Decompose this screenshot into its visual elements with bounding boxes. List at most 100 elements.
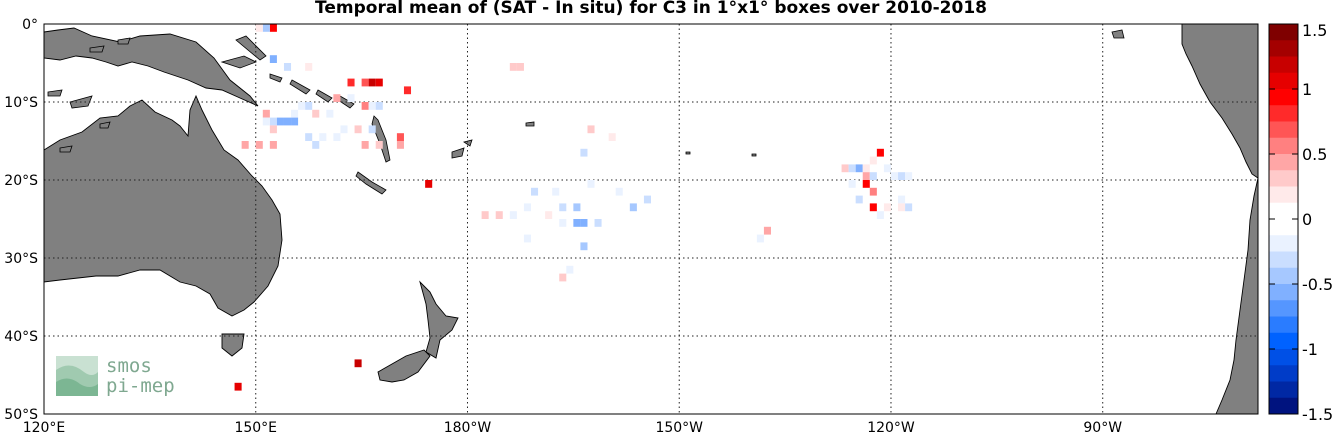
solomon-1 xyxy=(269,73,283,83)
data-cell xyxy=(262,109,270,118)
data-cell xyxy=(905,172,913,180)
data-cell xyxy=(269,117,277,126)
nz-south xyxy=(377,349,431,383)
colorbar-segment xyxy=(1269,349,1298,366)
island-e xyxy=(89,45,105,53)
data-cell xyxy=(262,24,270,32)
fiji xyxy=(451,147,465,159)
data-cell xyxy=(573,219,581,227)
data-cell xyxy=(241,141,249,149)
data-cell xyxy=(898,195,906,204)
data-cell xyxy=(234,382,242,391)
logo-text-pimep: pi-mep xyxy=(106,375,175,397)
colorbar-labels: 1.5 1 0.5 0 -0.5 -1 -1.5 xyxy=(1269,21,1333,424)
lat-tick-label: 30°S xyxy=(4,251,38,267)
colorbar-tick-label: 0.5 xyxy=(1302,145,1327,164)
data-cell xyxy=(587,125,595,134)
data-cell xyxy=(559,273,567,282)
data-cell xyxy=(403,86,412,95)
lat-tick-label: 10°S xyxy=(4,95,38,111)
data-cell xyxy=(841,164,849,173)
data-cell xyxy=(876,148,884,157)
data-cell xyxy=(276,117,284,126)
data-cell xyxy=(523,234,532,243)
colorbar-segment xyxy=(1269,56,1298,74)
colorbar-segment xyxy=(1269,202,1298,220)
lon-tick-label: 180°W xyxy=(444,420,492,436)
fiji-2 xyxy=(463,139,473,147)
data-cell xyxy=(552,187,560,196)
data-cell xyxy=(368,78,376,87)
galapagos xyxy=(1111,29,1125,39)
data-cell xyxy=(848,180,856,188)
data-cell xyxy=(495,211,503,219)
data-cell xyxy=(523,203,532,212)
data-cell xyxy=(855,195,863,204)
map-frame xyxy=(43,23,1259,415)
data-cell xyxy=(580,148,588,157)
lon-tick-label: 150°E xyxy=(234,420,277,436)
data-cell xyxy=(531,187,539,196)
solomon-2 xyxy=(289,79,311,95)
data-cell xyxy=(883,164,891,173)
data-cell xyxy=(869,203,877,212)
data-cell xyxy=(298,102,306,110)
new-britain xyxy=(220,55,257,69)
data-cell xyxy=(898,203,906,212)
data-cell xyxy=(347,94,355,102)
colorbar-segment xyxy=(1269,300,1298,317)
island-a xyxy=(47,89,63,97)
data-cell xyxy=(368,125,376,134)
data-cell xyxy=(509,211,517,219)
data-cell xyxy=(756,234,764,243)
data-cell xyxy=(615,187,623,196)
data-cell xyxy=(862,172,870,180)
data-cell xyxy=(312,109,320,118)
data-cell xyxy=(876,211,884,219)
colorbar-segment xyxy=(1269,381,1298,399)
data-cell xyxy=(573,203,581,212)
data-cell xyxy=(255,24,263,32)
pacific-isle-2 xyxy=(685,151,691,155)
data-cell xyxy=(855,164,863,173)
data-cell xyxy=(354,125,362,134)
data-cells xyxy=(234,24,913,391)
data-cell xyxy=(340,125,348,134)
data-cell xyxy=(312,141,320,149)
data-cell xyxy=(629,203,637,212)
colorbar-segment xyxy=(1269,332,1298,350)
data-cell xyxy=(333,94,341,102)
data-cell xyxy=(319,133,327,141)
data-cell xyxy=(869,156,877,165)
island-b xyxy=(99,121,111,129)
data-cell xyxy=(326,109,334,118)
data-cell xyxy=(594,219,602,227)
data-cell xyxy=(368,102,376,110)
colorbar-tick-label: -1.5 xyxy=(1302,405,1333,424)
data-cell xyxy=(763,226,771,235)
new-ireland xyxy=(235,35,267,61)
longitude-labels: 120°E 150°E 180°W 150°W 120°W 90°W xyxy=(23,420,1122,436)
logo-text-smos: smos xyxy=(106,355,152,377)
colorbar-segment xyxy=(1269,251,1298,269)
data-cell xyxy=(269,55,277,63)
data-cell xyxy=(509,63,517,71)
data-cell xyxy=(305,63,313,71)
data-cell xyxy=(396,141,404,149)
data-cell xyxy=(269,125,277,134)
colorbar-segment xyxy=(1269,170,1298,187)
data-cell xyxy=(269,141,277,149)
data-cell xyxy=(375,78,383,87)
data-cell xyxy=(580,242,588,251)
smos-pi-mep-logo: smos pi-mep xyxy=(56,355,175,397)
colorbar-segment xyxy=(1269,186,1298,204)
colorbar-segment xyxy=(1269,316,1298,334)
data-cell xyxy=(898,172,906,180)
pacific-isle-3 xyxy=(751,153,757,157)
map-title: Temporal mean of (SAT - In situ) for C3 … xyxy=(315,0,987,18)
data-cell xyxy=(283,117,292,126)
south-america xyxy=(1181,23,1259,179)
data-cell xyxy=(361,78,369,87)
data-cell xyxy=(883,203,891,212)
colorbar-segment xyxy=(1269,267,1298,285)
